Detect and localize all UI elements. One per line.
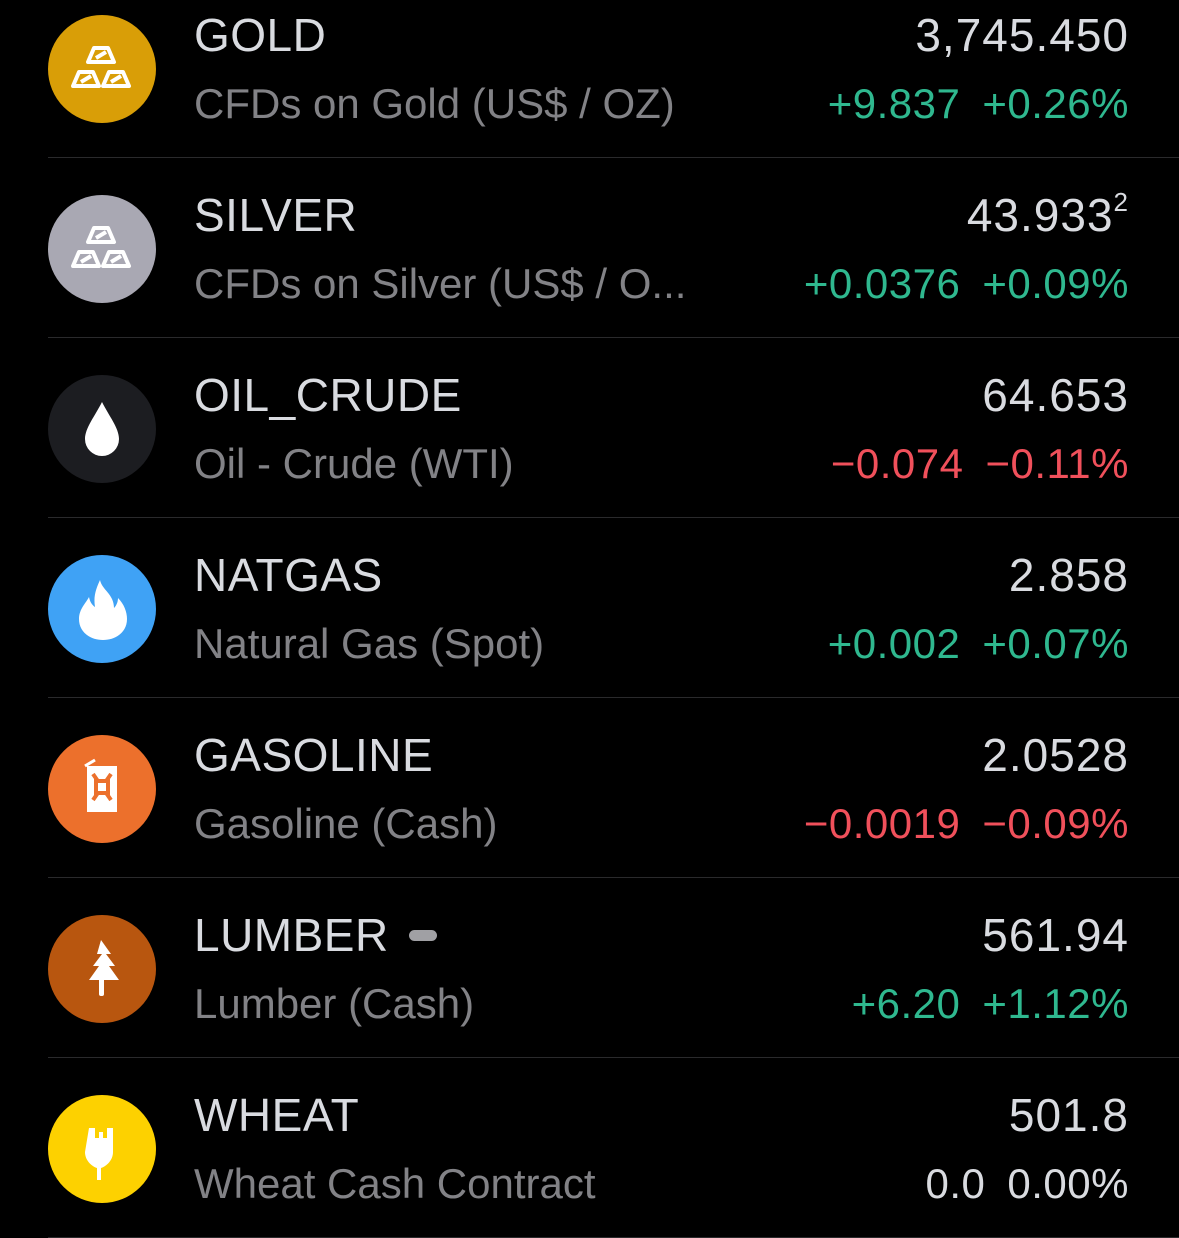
flame-icon [48, 555, 156, 663]
list-item-natgas[interactable]: NATGAS Natural Gas (Spot) 2.858 +0.002 +0… [48, 518, 1179, 698]
pine-tree-icon [48, 915, 156, 1023]
price-value: 2.858 [1008, 549, 1129, 601]
price-value: 64.653 [982, 369, 1129, 421]
instrument-name: Wheat Cash Contract [194, 1160, 596, 1207]
change-percent: +0.09% [982, 260, 1129, 307]
symbol: OIL_CRUDE [194, 369, 462, 421]
price: 501.8 [1009, 1088, 1129, 1142]
change: +6.20 +1.12% [852, 980, 1129, 1028]
list-item-lumber[interactable]: LUMBER Lumber (Cash) 561.94 +6.20 +1.12% [48, 878, 1179, 1058]
symbol: NATGAS [194, 549, 383, 601]
symbol: LUMBER [194, 909, 389, 961]
change-absolute: 0.0 [925, 1160, 986, 1207]
list-item-wheat[interactable]: WHEAT Wheat Cash Contract 501.8 0.0 0.00% [48, 1058, 1179, 1238]
change-percent: −0.09% [982, 800, 1129, 847]
oil-drop-icon [48, 375, 156, 483]
price: 561.94 [982, 908, 1129, 962]
change-percent: −0.11% [985, 440, 1129, 487]
list-item-gasoline[interactable]: GASOLINE Gasoline (Cash) 2.0528 −0.0019−… [48, 698, 1179, 878]
gold-bars-icon [48, 15, 156, 123]
change: +9.837 +0.26% [828, 80, 1129, 128]
status-pill-icon [408, 929, 437, 941]
symbol: GOLD [194, 9, 327, 61]
instrument-name: Gasoline (Cash) [194, 800, 498, 847]
price-value: 2.0528 [982, 729, 1129, 781]
list-item-oil_crude[interactable]: OIL_CRUDE Oil - Crude (WTI) 64.653 −0.07… [48, 338, 1179, 518]
price: 2.0528 [982, 728, 1129, 782]
change: −0.0019 −0.09% [804, 800, 1129, 848]
list-item-gold[interactable]: GOLD CFDs on Gold (US$ / OZ) 3,745.450 +… [48, 0, 1179, 158]
change-absolute: −0.074 [830, 440, 964, 487]
silver-bars-icon [48, 195, 156, 303]
change-absolute: +9.837 [827, 80, 961, 127]
price-value: 501.8 [1008, 1089, 1129, 1141]
list-item-silver[interactable]: SILVER CFDs on Silver (US$ / O... 43.933… [48, 158, 1179, 338]
instrument-name: Lumber (Cash) [194, 980, 475, 1027]
price: 3,745.450 [915, 8, 1129, 62]
change-absolute: +0.002 [827, 620, 961, 667]
change-percent: +0.07% [982, 620, 1129, 667]
price: 2.858 [1009, 548, 1129, 602]
instrument-name: Natural Gas (Spot) [194, 620, 545, 667]
change: +0.0376 +0.09% [804, 260, 1129, 308]
instrument-name: CFDs on Gold (US$ / OZ) [194, 80, 675, 127]
instrument-name: Oil - Crude (WTI) [194, 440, 514, 487]
change-absolute: −0.0019 [803, 800, 961, 847]
change-percent: 0.00% [1007, 1160, 1129, 1207]
symbol: SILVER [194, 189, 358, 241]
wheat-icon [48, 1095, 156, 1203]
change-absolute: +6.20 [851, 980, 961, 1027]
change-percent: +1.12% [982, 980, 1129, 1027]
symbol: GASOLINE [194, 729, 434, 781]
price-value: 561.94 [982, 909, 1129, 961]
price: 43.9332 [966, 186, 1129, 242]
price-value: 3,745.450 [915, 9, 1129, 61]
change: −0.074 −0.11% [831, 440, 1129, 488]
change-percent: +0.26% [982, 80, 1129, 127]
price-superscript: 2 [1113, 186, 1129, 217]
change-absolute: +0.0376 [803, 260, 961, 307]
change: 0.0 0.00% [926, 1160, 1129, 1208]
price: 64.653 [982, 368, 1129, 422]
change: +0.002 +0.07% [828, 620, 1129, 668]
instrument-name: CFDs on Silver (US$ / O... [194, 260, 687, 307]
symbol: WHEAT [194, 1089, 360, 1141]
price-value: 43.933 [966, 189, 1114, 241]
jerry-can-icon [48, 735, 156, 843]
